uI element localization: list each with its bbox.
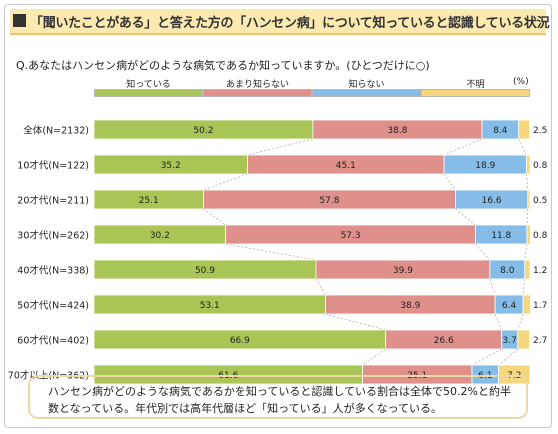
connector-line (475, 243, 491, 261)
connector-line (203, 208, 226, 226)
connector-line (498, 348, 518, 366)
title-bar: 「聞いたことがある」と答えた方の「ハンセン病」について知っていると認識している状… (10, 9, 550, 35)
question-text: Q.あなたはハンセン病がどのような病気であるか知っていますか。(ひとつだけに○) (16, 59, 430, 72)
legend-swatch-not-much (203, 89, 312, 97)
value-label: 8.4 (493, 126, 508, 136)
category-label: 20才代(N=211) (17, 195, 89, 207)
connector-line (471, 348, 502, 366)
value-label: 57.8 (319, 196, 339, 206)
connector-line (225, 243, 316, 261)
connector-line (524, 243, 528, 261)
category-label: 50才代(N=424) (17, 300, 89, 312)
value-label: 26.6 (434, 336, 454, 346)
value-label: 1.7 (533, 301, 547, 311)
value-label: 50.2 (193, 126, 213, 136)
value-label: 11.8 (491, 231, 511, 241)
value-label: 66.9 (230, 336, 250, 346)
connector-line (518, 138, 527, 156)
category-label: 60才代(N=402) (17, 335, 89, 347)
connector-line (494, 313, 502, 331)
legend-label-dont-know: 知らない (348, 80, 385, 90)
unit-label: (%) (513, 77, 529, 87)
value-label: 38.9 (400, 301, 420, 311)
title-square-icon (13, 14, 26, 27)
value-label: 2.7 (533, 336, 547, 346)
legend-swatch-know (94, 89, 203, 97)
legend-swatch-unknown (421, 89, 530, 97)
page-title: 「聞いたことがある」と答えた方の「ハンセン病」について知っていると認識している状… (30, 16, 550, 31)
legend-label-not-much: あまり知らない (225, 80, 289, 90)
connector-line (526, 208, 529, 226)
legend-swatch-dont-know (312, 89, 421, 97)
value-label: 16.6 (482, 196, 502, 206)
value-label: 3.7 (503, 336, 517, 346)
connector-line (362, 348, 386, 366)
legend-label-know: 知っている (126, 80, 171, 90)
value-label: 45.1 (336, 161, 356, 171)
connector-line (526, 173, 529, 191)
bar-segment-unknown (527, 189, 531, 210)
value-label: 0.8 (533, 161, 548, 171)
bar-segment-unknown (522, 294, 531, 315)
legend-bar (94, 89, 530, 97)
connector-line (522, 278, 526, 296)
value-label: 2.5 (533, 126, 547, 136)
connector-line (203, 173, 248, 191)
value-label: 50.9 (195, 266, 215, 276)
value-label: 6.4 (502, 301, 517, 311)
bar-segment-unknown (524, 259, 531, 280)
value-label: 30.2 (150, 231, 170, 241)
category-label: 全体(N=2132) (23, 125, 89, 137)
connector-line (325, 313, 386, 331)
connector-line (489, 278, 496, 296)
value-label: 0.5 (533, 196, 547, 206)
connector-line (443, 138, 483, 156)
bar-segment-unknown (526, 224, 531, 245)
value-label: 57.3 (341, 231, 361, 241)
connector-line (315, 278, 326, 296)
value-label: 53.1 (200, 301, 220, 311)
value-label: 18.9 (475, 161, 495, 171)
value-label: 8.0 (500, 266, 515, 276)
value-label: 0.8 (533, 231, 548, 241)
bar-segment-unknown (517, 329, 530, 350)
value-label: 1.2 (533, 266, 547, 276)
connector-line (247, 138, 313, 156)
summary-note: ハンセン病がどのような病気であるかを知っていると認識している割合は全体で50.2… (28, 375, 528, 419)
bar-segment-unknown (526, 154, 531, 175)
connector-line (455, 208, 476, 226)
chart-frame (4, 4, 552, 428)
legend-label-unknown: 不明 (466, 80, 485, 90)
category-label: 40才代(N=338) (17, 265, 89, 277)
bar-segment-unknown (518, 119, 530, 140)
connector-line (443, 173, 456, 191)
category-label: 10才代(N=122) (17, 160, 89, 172)
value-label: 25.1 (139, 196, 159, 206)
value-label: 39.9 (393, 266, 413, 276)
category-label: 30才代(N=262) (17, 230, 89, 242)
value-label: 35.2 (161, 161, 181, 171)
connector-line (517, 313, 524, 331)
value-label: 38.8 (387, 126, 407, 136)
